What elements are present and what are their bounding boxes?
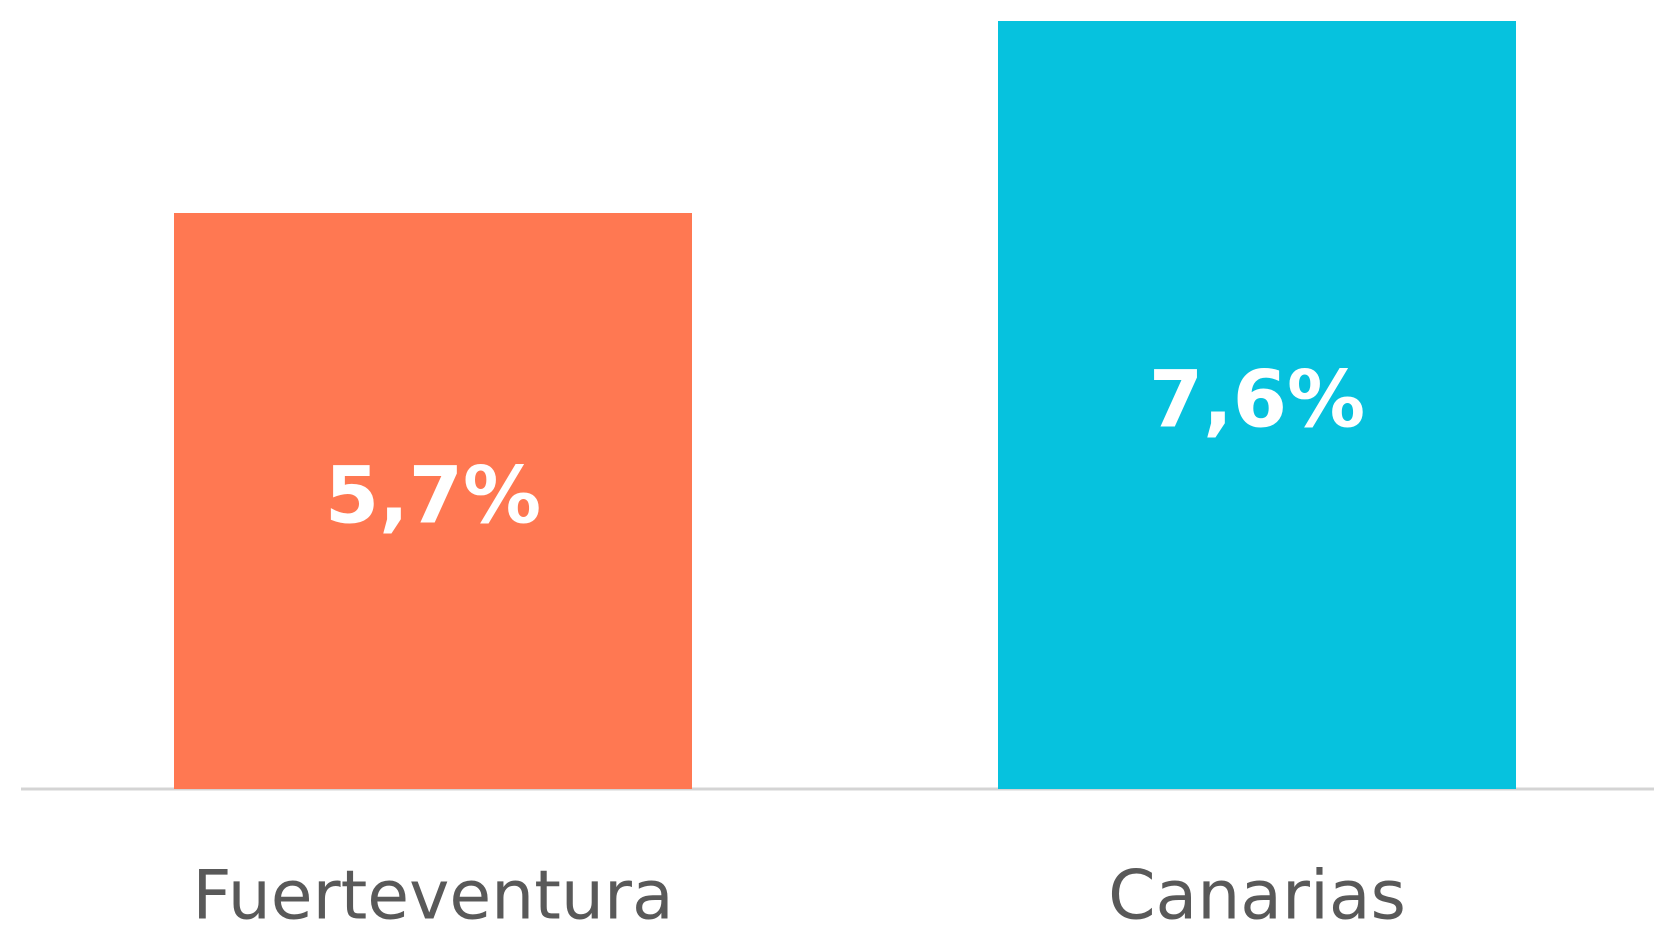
x-tick-label: Canarias bbox=[1108, 857, 1406, 936]
bar bbox=[998, 21, 1516, 789]
bar bbox=[174, 213, 692, 789]
value-label: 5,7% bbox=[325, 451, 541, 541]
value-label: 7,6% bbox=[1149, 355, 1365, 445]
x-tick-label: Fuerteventura bbox=[192, 857, 673, 936]
